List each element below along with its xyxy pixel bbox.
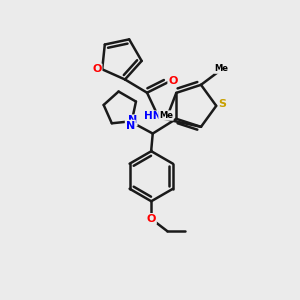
Text: O: O xyxy=(92,64,102,74)
Text: N: N xyxy=(126,121,135,130)
Text: O: O xyxy=(168,76,178,86)
Text: O: O xyxy=(147,214,156,224)
Text: Me: Me xyxy=(159,111,173,120)
Text: Me: Me xyxy=(214,64,229,73)
Text: HN: HN xyxy=(144,111,161,121)
Text: N: N xyxy=(128,115,137,125)
Text: S: S xyxy=(219,99,227,110)
